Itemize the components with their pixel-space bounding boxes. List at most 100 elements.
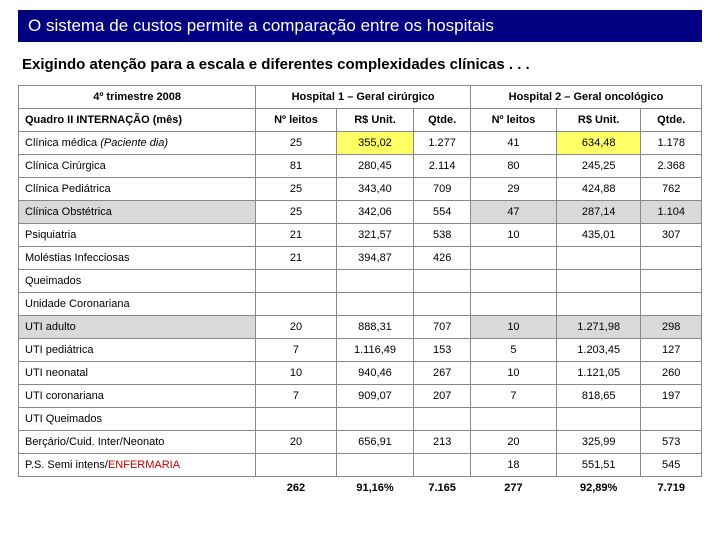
cell: 1.104 [641, 201, 702, 224]
row-label: Moléstias Infecciosas [19, 247, 256, 270]
cell: 280,45 [336, 155, 414, 178]
row-label: P.S. Semi intens/ENFERMARIA [19, 454, 256, 477]
cell: 21 [256, 247, 336, 270]
cell: 47 [470, 201, 556, 224]
cell: 25 [256, 132, 336, 155]
cell: 707 [414, 316, 471, 339]
cell: 127 [641, 339, 702, 362]
cell: 1.116,49 [336, 339, 414, 362]
cell: 1.271,98 [556, 316, 640, 339]
cell [336, 408, 414, 431]
cell [336, 270, 414, 293]
cell: 5 [470, 339, 556, 362]
cell: 41 [470, 132, 556, 155]
cell [641, 247, 702, 270]
cell: 325,99 [556, 431, 640, 454]
cell [256, 270, 336, 293]
cell: 424,88 [556, 178, 640, 201]
cell: 245,25 [556, 155, 640, 178]
table-row: Berçário/Cuid. Inter/Neonato20656,912132… [19, 431, 702, 454]
totals-row: 26291,16%7.16527792,89%7.719 [19, 477, 702, 500]
subtitle: Exigindo atenção para a escala e diferen… [18, 52, 702, 85]
period-header: 4º trimestre 2008 [19, 86, 256, 109]
cell [641, 270, 702, 293]
cell: 153 [414, 339, 471, 362]
cell [556, 270, 640, 293]
table-row: UTI neonatal10940,46267101.121,05260 [19, 362, 702, 385]
cell [641, 293, 702, 316]
cell [470, 408, 556, 431]
cell [470, 270, 556, 293]
cell: 888,31 [336, 316, 414, 339]
cell: 634,48 [556, 132, 640, 155]
cell: 2.114 [414, 155, 471, 178]
cell [336, 293, 414, 316]
cell: 20 [256, 431, 336, 454]
cell: 7 [256, 385, 336, 408]
cell: 21 [256, 224, 336, 247]
col-h1-qtde: Qtde. [414, 109, 471, 132]
table-row: UTI coronariana7909,072077818,65197 [19, 385, 702, 408]
cell: 207 [414, 385, 471, 408]
cell: 342,06 [336, 201, 414, 224]
row-label: Clínica Pediátrica [19, 178, 256, 201]
row-label: Berçário/Cuid. Inter/Neonato [19, 431, 256, 454]
cell: 7 [470, 385, 556, 408]
cell: 1.277 [414, 132, 471, 155]
cell: 18 [470, 454, 556, 477]
col-h2-leitos: Nº leitos [470, 109, 556, 132]
cell: 10 [256, 362, 336, 385]
cell [556, 408, 640, 431]
cell: 538 [414, 224, 471, 247]
row-label: Queimados [19, 270, 256, 293]
rowhead: Quadro II INTERNAÇÃO (mês) [19, 109, 256, 132]
cell: 909,07 [336, 385, 414, 408]
cell [414, 454, 471, 477]
cell: 551,51 [556, 454, 640, 477]
cell: 426 [414, 247, 471, 270]
table-row: Clínica Obstétrica25342,0655447287,141.1… [19, 201, 702, 224]
row-label: UTI neonatal [19, 362, 256, 385]
col-h1-leitos: Nº leitos [256, 109, 336, 132]
cell: 355,02 [336, 132, 414, 155]
total-cell: 7.719 [641, 477, 702, 500]
cell: 554 [414, 201, 471, 224]
total-cell: 91,16% [336, 477, 414, 500]
cell: 20 [256, 316, 336, 339]
cell [256, 293, 336, 316]
cell [414, 293, 471, 316]
cell: 307 [641, 224, 702, 247]
cell: 394,87 [336, 247, 414, 270]
row-label: UTI pediátrica [19, 339, 256, 362]
total-cell: 277 [470, 477, 556, 500]
cell [256, 408, 336, 431]
table-row: Clínica médica (Paciente dia)25355,021.2… [19, 132, 702, 155]
cell [414, 270, 471, 293]
cell: 940,46 [336, 362, 414, 385]
comparison-table: 4º trimestre 2008 Hospital 1 – Geral cir… [18, 85, 702, 499]
row-label: Unidade Coronariana [19, 293, 256, 316]
table-row: UTI pediátrica71.116,4915351.203,45127 [19, 339, 702, 362]
table-row: Psiquiatria21321,5753810435,01307 [19, 224, 702, 247]
cell: 656,91 [336, 431, 414, 454]
cell: 709 [414, 178, 471, 201]
cell [470, 293, 556, 316]
table-row: Moléstias Infecciosas21394,87426 [19, 247, 702, 270]
col-h2-unit: R$ Unit. [556, 109, 640, 132]
table-row: Queimados [19, 270, 702, 293]
cell: 818,65 [556, 385, 640, 408]
table-row: Unidade Coronariana [19, 293, 702, 316]
cell [336, 454, 414, 477]
cell: 25 [256, 178, 336, 201]
row-label: Clínica Obstétrica [19, 201, 256, 224]
cell: 10 [470, 316, 556, 339]
table-row: Clínica Pediátrica25343,4070929424,88762 [19, 178, 702, 201]
cell: 267 [414, 362, 471, 385]
cell: 321,57 [336, 224, 414, 247]
cell: 20 [470, 431, 556, 454]
cell: 287,14 [556, 201, 640, 224]
table-row: P.S. Semi intens/ENFERMARIA18551,51545 [19, 454, 702, 477]
cell [641, 408, 702, 431]
row-label: Clínica médica (Paciente dia) [19, 132, 256, 155]
cell: 197 [641, 385, 702, 408]
